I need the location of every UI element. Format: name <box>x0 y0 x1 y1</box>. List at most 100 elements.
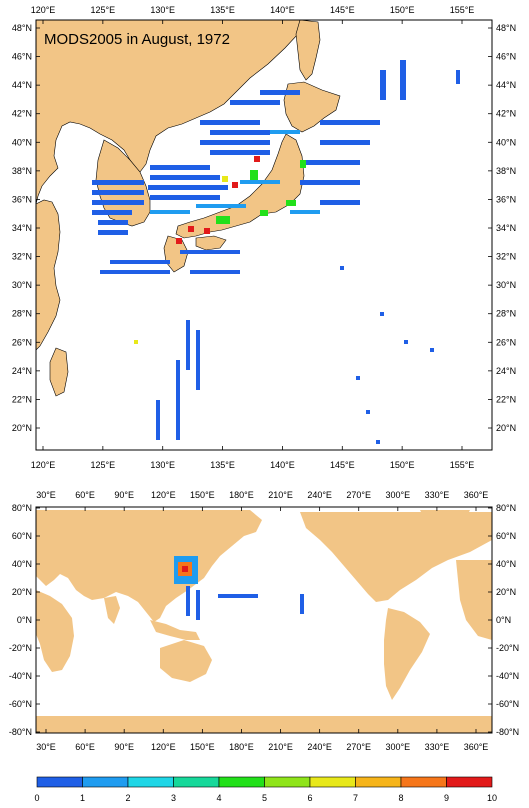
colorbar-label: 6 <box>307 793 312 803</box>
bottom-map-lat-labels-right: 80°N 60°N 40°N 20°N 0°N -20°N -40°N -60°N -80°N <box>488 503 519 737</box>
lon-tick-label: 60°E <box>75 742 95 752</box>
colorbar-swatch <box>127 776 174 788</box>
lat-tick-label: 36°N <box>12 194 32 204</box>
lat-tick-label: 0°N <box>17 615 32 625</box>
indonesia <box>150 620 200 640</box>
lat-tick-label: 26°N <box>496 337 516 347</box>
australia <box>160 640 212 682</box>
lat-tick-label: 60°N <box>496 531 516 541</box>
top-map: MODS2005 in August, 1972 120°E 125°E 130°E… <box>12 5 516 470</box>
top-map-lat-labels-left: 48°N 46°N 44°N 42°N 40°N 38°N 36°N 34°N 32°N 30°N… <box>12 23 40 433</box>
lat-tick-label: 60°N <box>12 531 32 541</box>
eurasia <box>36 510 262 622</box>
antarctica <box>36 716 492 733</box>
shikoku <box>195 235 227 251</box>
lat-tick-label: 46°N <box>12 52 32 62</box>
colorbar-swatch <box>446 776 493 788</box>
lat-tick-label: 26°N <box>12 337 32 347</box>
lat-tick-label: 22°N <box>496 394 516 404</box>
lon-tick-label: 125°E <box>91 460 116 470</box>
lon-tick-label: 140°E <box>270 460 295 470</box>
lat-tick-label: -80°N <box>496 727 519 737</box>
lat-tick-label: 20°N <box>12 423 32 433</box>
lon-tick-label: 210°E <box>268 490 293 500</box>
honshu <box>175 133 305 239</box>
lat-tick-label: 80°N <box>12 503 32 513</box>
lat-tick-label: 20°N <box>496 423 516 433</box>
bottom-map: 30°E 60°E 90°E 120°E 150°E 180°E 210°E 240°E 270… <box>9 490 519 752</box>
lon-tick-label: 120°E <box>31 460 56 470</box>
lon-tick-label: 145°E <box>330 5 355 15</box>
bottom-observation-cells <box>174 556 304 620</box>
lat-tick-label: 48°N <box>12 23 32 33</box>
colorbar-label: 10 <box>487 793 497 803</box>
lon-tick-label: 150°E <box>390 460 415 470</box>
lon-tick-label: 130°E <box>150 5 175 15</box>
lat-tick-label: 44°N <box>12 80 32 90</box>
lat-tick-label: 80°N <box>496 503 516 513</box>
lat-tick-label: 30°N <box>496 280 516 290</box>
colorbar-swatch <box>82 776 129 788</box>
top-map-frame <box>35 19 493 451</box>
lon-tick-label: 60°E <box>75 490 95 500</box>
lon-tick-label: 180°E <box>229 490 254 500</box>
colorbar-label: 7 <box>353 793 358 803</box>
lon-tick-label: 180°E <box>229 742 254 752</box>
colorbar-labels: 0 1 2 3 4 5 6 7 8 9 10 <box>34 793 497 803</box>
colorbar-swatch <box>218 776 265 788</box>
colorbar-swatch <box>264 776 311 788</box>
lat-tick-label: 34°N <box>12 223 32 233</box>
lon-tick-label: 300°E <box>386 742 411 752</box>
lat-tick-label: -40°N <box>9 671 32 681</box>
top-observation-cells <box>92 60 460 444</box>
lon-tick-label: 270°E <box>346 742 371 752</box>
lon-tick-label: 360°E <box>464 742 489 752</box>
lat-tick-label: -20°N <box>9 643 32 653</box>
bottom-map-lat-labels-left: 80°N 60°N 40°N 20°N 0°N -20°N -40°N -60°N -80°N <box>9 503 40 737</box>
africa-east-repeat <box>456 560 492 640</box>
lat-tick-label: -40°N <box>496 671 519 681</box>
map-title: MODS2005 in August, 1972 <box>44 31 230 48</box>
bottom-map-lon-labels-top: 30°E 60°E 90°E 120°E 150°E 180°E 210°E 240°E 270… <box>36 490 488 511</box>
colorbar-swatch <box>400 776 447 788</box>
lon-tick-label: 120°E <box>31 5 56 15</box>
colorbar-label: 0 <box>34 793 39 803</box>
north-america <box>300 512 492 602</box>
lon-tick-label: 360°E <box>464 490 489 500</box>
lat-tick-label: 32°N <box>12 252 32 262</box>
lon-tick-label: 150°E <box>190 490 215 500</box>
top-map-lon-labels-bottom: 120°E 125°E 130°E 135°E 140°E 145°E 150°E 155°E <box>31 446 474 470</box>
colorbar-label: 4 <box>216 793 221 803</box>
lat-tick-label: 44°N <box>496 80 516 90</box>
lat-tick-label: 36°N <box>496 194 516 204</box>
colorbar-label: 2 <box>125 793 130 803</box>
colorbar <box>36 776 493 788</box>
lat-tick-label: -80°N <box>9 727 32 737</box>
lat-tick-label: 24°N <box>496 366 516 376</box>
lon-tick-label: 145°E <box>330 460 355 470</box>
top-map-land <box>35 19 341 397</box>
lon-tick-label: 30°E <box>36 490 56 500</box>
colorbar-swatch <box>36 776 83 788</box>
india <box>104 596 120 624</box>
lon-tick-label: 135°E <box>210 5 235 15</box>
lat-tick-label: 20°N <box>12 587 32 597</box>
lat-tick-label: 32°N <box>496 252 516 262</box>
sakhalin <box>295 19 321 81</box>
lon-tick-label: 270°E <box>346 490 371 500</box>
lon-tick-label: 90°E <box>114 742 134 752</box>
lat-tick-label: 48°N <box>496 23 516 33</box>
lat-tick-label: 28°N <box>12 309 32 319</box>
lat-tick-label: 22°N <box>12 394 32 404</box>
africa <box>36 590 74 672</box>
south-america <box>384 608 430 700</box>
colorbar-swatch <box>355 776 402 788</box>
colorbar-label: 5 <box>262 793 267 803</box>
lat-tick-label: -60°N <box>496 699 519 709</box>
lon-tick-label: 120°E <box>151 490 176 500</box>
lon-tick-label: 120°E <box>151 742 176 752</box>
colorbar-label: 9 <box>444 793 449 803</box>
colorbar-label: 3 <box>171 793 176 803</box>
lat-tick-label: 34°N <box>496 223 516 233</box>
